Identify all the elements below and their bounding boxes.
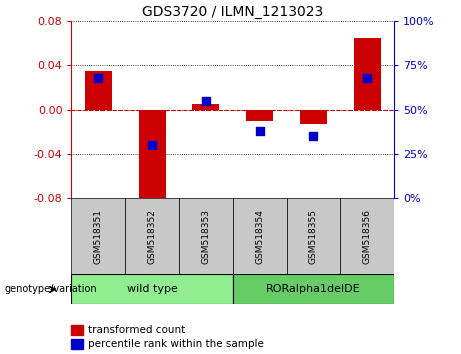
Text: wild type: wild type: [127, 284, 177, 295]
Text: GSM518353: GSM518353: [201, 209, 210, 264]
Text: percentile rank within the sample: percentile rank within the sample: [88, 339, 264, 349]
Bar: [246, 110, 273, 121]
Title: GDS3720 / ILMN_1213023: GDS3720 / ILMN_1213023: [142, 5, 324, 19]
Point: [95, 75, 102, 81]
Point: [310, 133, 317, 139]
Point: [202, 98, 210, 104]
Bar: [179, 198, 233, 274]
Bar: [71, 198, 125, 274]
Text: GSM518351: GSM518351: [94, 209, 103, 264]
Text: RORalpha1delDE: RORalpha1delDE: [266, 284, 361, 295]
Bar: [71, 274, 233, 304]
Text: GSM518354: GSM518354: [255, 209, 264, 264]
Bar: [85, 71, 112, 110]
Text: transformed count: transformed count: [88, 325, 185, 335]
Bar: [125, 198, 179, 274]
Bar: [354, 38, 381, 110]
Text: GSM518356: GSM518356: [363, 209, 372, 264]
Bar: [193, 104, 219, 110]
Point: [364, 75, 371, 81]
Text: GSM518355: GSM518355: [309, 209, 318, 264]
Bar: [233, 274, 394, 304]
Bar: [340, 198, 394, 274]
Bar: [300, 110, 327, 124]
Bar: [139, 110, 165, 201]
Point: [148, 142, 156, 148]
Bar: [233, 198, 287, 274]
Bar: [287, 198, 340, 274]
Point: [256, 128, 263, 134]
Text: genotype/variation: genotype/variation: [5, 284, 97, 295]
Text: GSM518352: GSM518352: [148, 209, 157, 264]
